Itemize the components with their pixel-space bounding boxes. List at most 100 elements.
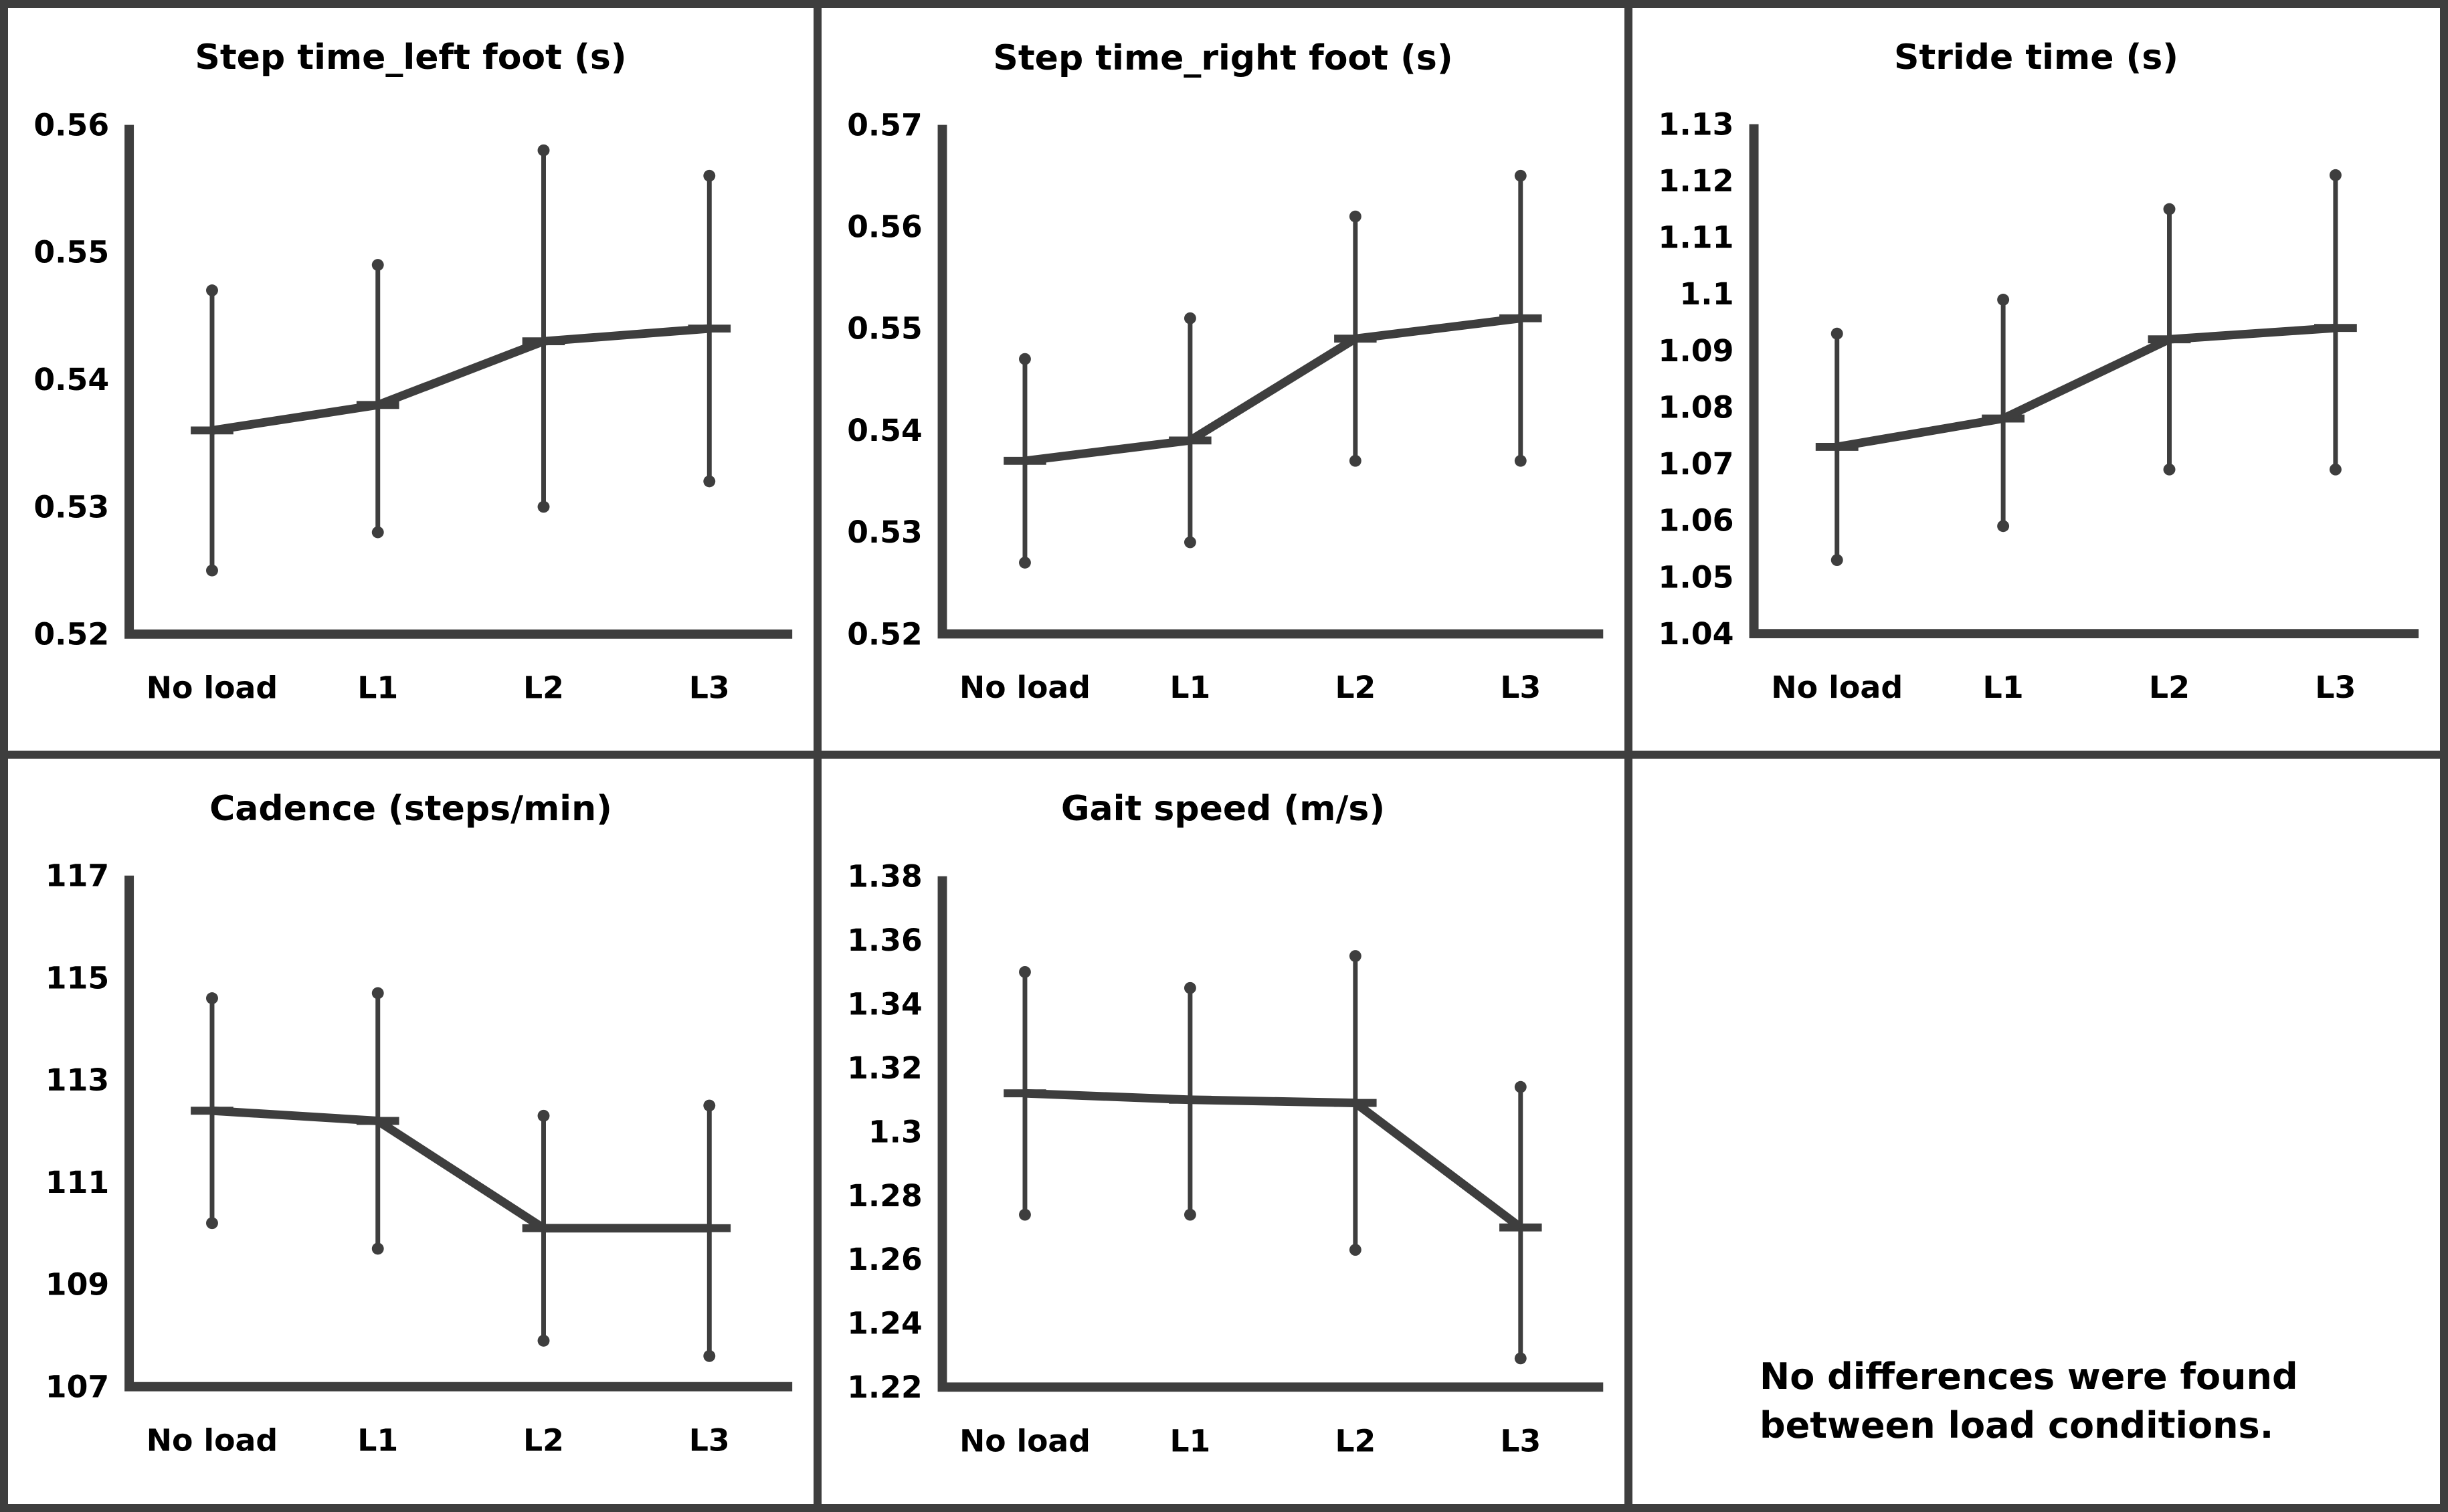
- x-category-label: No load: [959, 670, 1091, 705]
- error-bar-bottom-dot: [1019, 557, 1031, 569]
- error-bar-top-dot: [371, 258, 384, 271]
- error-bar-top-dot: [1184, 312, 1196, 324]
- y-tick-label: 0.54: [33, 362, 109, 397]
- axes: [1749, 124, 2419, 639]
- y-tick-label: 1.11: [1658, 220, 1733, 256]
- y-tick-label: 1.07: [1658, 447, 1733, 482]
- error-bar-top-dot: [1349, 949, 1361, 962]
- x-category-label: L3: [2315, 670, 2356, 705]
- y-tick-label: 107: [45, 1369, 110, 1405]
- y-tick-label: 1.38: [847, 859, 923, 894]
- panel-step-time-right-foot: Step time_right foot (s) 0.52 0.53 0.54 0.5…: [822, 8, 1632, 759]
- error-bar-top-dot: [1997, 294, 2010, 306]
- y-tick-label: 1.24: [847, 1305, 923, 1341]
- x-category-label: L3: [689, 670, 730, 705]
- step-time-left-foot-plot: 0.52 0.53 0.54 0.55 0.56 No load L1 L2 L3: [33, 108, 793, 705]
- error-bar-bottom-dot: [1514, 454, 1527, 467]
- y-tick-label: 1.05: [1658, 560, 1733, 595]
- step-time-right-foot-plot: 0.52 0.53 0.54 0.55 0.56 0.57 No load L1 L2 L3: [847, 108, 1604, 705]
- error-bar-top-dot: [206, 284, 218, 296]
- x-category-label: L1: [357, 670, 398, 705]
- error-bar-bottom-dot: [1997, 520, 2010, 533]
- y-tick-label: 1.22: [847, 1369, 923, 1405]
- error-bar-bottom-dot: [371, 526, 384, 539]
- y-tick-label: 0.56: [33, 108, 109, 143]
- error-bar-bottom-dot: [1830, 554, 1843, 567]
- y-tick-label: 0.52: [33, 616, 109, 652]
- chart-title-gait-speed: Gait speed (m/s): [1060, 788, 1386, 829]
- error-bar-bottom-dot: [703, 1350, 716, 1362]
- x-category-label: L2: [1335, 670, 1376, 705]
- mean-line: [1024, 314, 1521, 466]
- error-bar-top-dot: [1349, 210, 1361, 223]
- error-bar-top-dot: [537, 1110, 550, 1122]
- x-category-label: L2: [1335, 1423, 1376, 1458]
- y-tick-label: 0.53: [33, 489, 109, 525]
- panel-cadence: Cadence (steps/min) 107 109 111 113 115 117 No…: [8, 759, 822, 1504]
- x-category-label: No load: [1771, 670, 1903, 705]
- x-category-label: L1: [1170, 670, 1211, 705]
- y-tick-label: 0.57: [847, 108, 923, 143]
- error-bar-top-dot: [371, 987, 384, 1000]
- y-tick-label: 1.3: [868, 1114, 923, 1149]
- y-tick-label: 115: [45, 961, 110, 996]
- error-bar-bottom-dot: [703, 475, 716, 487]
- y-tick-label: 111: [45, 1165, 110, 1200]
- x-category-label: L3: [1500, 670, 1541, 705]
- error-bar-top-dot: [2163, 203, 2176, 215]
- y-tick-label: 0.55: [847, 311, 923, 347]
- error-bar-top-dot: [1184, 981, 1196, 994]
- error-bar-bottom-dot: [537, 1335, 550, 1347]
- y-tick-label: 1.32: [847, 1050, 923, 1086]
- stride-time-plot: 1.04 1.05 1.06 1.07 1.08 1.09 1.1 1.11 1.12 1.13 N…: [1658, 107, 2419, 705]
- y-tick-label: 1.08: [1658, 390, 1733, 426]
- note-panel: No differences were found between load c…: [1632, 759, 2440, 1504]
- error-bar-top-dot: [537, 144, 550, 157]
- chart-title-stride-time: Stride time (s): [1893, 37, 2179, 78]
- error-bar-top-dot: [1830, 328, 1843, 340]
- note-text: No differences were found between load c…: [1632, 1353, 2440, 1504]
- y-tick-label: 0.54: [847, 413, 923, 448]
- chart-title-cadence: Cadence (steps/min): [209, 788, 612, 829]
- panel-gait-speed: Gait speed (m/s) 1.22 1.24 1.26 1.28 1.3 1.32…: [822, 759, 1632, 1504]
- y-tick-label: 1.36: [847, 923, 923, 958]
- panel-step-time-left-foot: Step time_left foot (s) 0.52 0.53 0.54 0.55…: [8, 8, 822, 759]
- error-bar-bottom-dot: [371, 1242, 384, 1255]
- panel-stride-time: Stride time (s) 1.04 1.05 1.06 1.07 1.08 1.09…: [1632, 8, 2440, 759]
- error-bar-bottom-dot: [1349, 454, 1361, 467]
- y-tick-label: 1.04: [1658, 616, 1733, 652]
- error-bar-top-dot: [703, 1099, 716, 1112]
- cadence-plot: 107 109 111 113 115 117 No load L1 L2 L3: [45, 858, 793, 1458]
- error-bar-bottom-dot: [537, 500, 550, 513]
- error-bar-top-dot: [2329, 169, 2342, 181]
- error-bar-bottom-dot: [2329, 464, 2342, 476]
- chart-title-step-time-right-foot: Step time_right foot (s): [993, 37, 1453, 78]
- x-category-label: L3: [689, 1423, 730, 1458]
- chart-title-step-time-left-foot: Step time_left foot (s): [195, 37, 627, 78]
- y-tick-label: 0.56: [847, 209, 923, 245]
- x-category-label: No load: [147, 1423, 278, 1458]
- x-category-label: L1: [1983, 670, 2024, 705]
- note-line-2: between load conditions.: [1760, 1404, 2274, 1447]
- mean-line: [1024, 1089, 1523, 1231]
- x-category-label: No load: [959, 1423, 1091, 1458]
- mean-line: [211, 324, 710, 435]
- y-tick-label: 1.06: [1658, 503, 1733, 539]
- error-bar-bottom-dot: [2163, 464, 2176, 476]
- error-bar-bottom-dot: [206, 1217, 218, 1230]
- error-bar-top-dot: [206, 992, 218, 1005]
- note-line-1: No differences were found: [1760, 1355, 2298, 1398]
- y-tick-label: 1.13: [1658, 107, 1733, 142]
- y-tick-label: 0.52: [847, 616, 923, 652]
- y-tick-label: 0.53: [847, 514, 923, 550]
- error-bar-top-dot: [1019, 965, 1031, 978]
- y-tick-label: 109: [45, 1267, 110, 1303]
- x-category-label: L2: [523, 1423, 564, 1458]
- x-category-label: No load: [147, 670, 278, 705]
- mean-line: [211, 1106, 710, 1233]
- error-bar-bottom-dot: [1184, 536, 1196, 549]
- y-tick-label: 1.09: [1658, 333, 1733, 369]
- y-tick-label: 1.1: [1679, 277, 1733, 312]
- y-tick-label: 1.34: [847, 986, 923, 1022]
